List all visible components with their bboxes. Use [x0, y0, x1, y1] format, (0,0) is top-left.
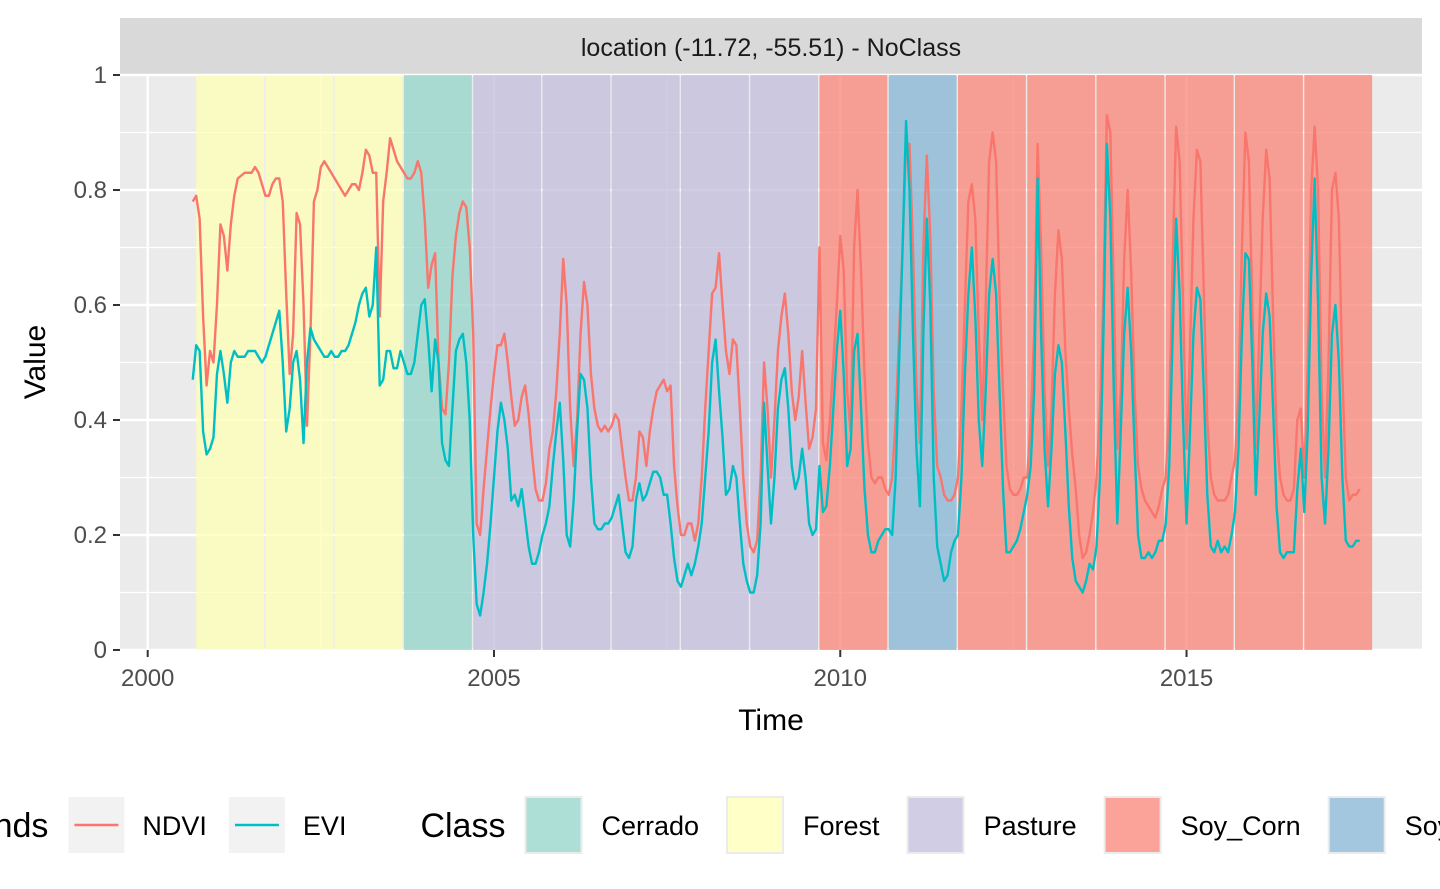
x-tick-label: 2000 [121, 665, 174, 692]
series-lines [191, 114, 1361, 617]
x-tick-label: 2015 [1160, 665, 1213, 692]
legend-label: Forest [803, 811, 880, 841]
legend-label: EVI [303, 811, 347, 841]
x-axis: 2000 2005 2010 2015 [121, 650, 1213, 692]
legend-label: Pasture [984, 811, 1077, 841]
y-tick-label: 0.2 [74, 522, 107, 549]
y-tick-label: 0.4 [74, 407, 107, 434]
y-tick-label: 1 [94, 62, 107, 89]
facet-strip-background [120, 18, 1422, 75]
series-line-ndvi [191, 114, 1361, 560]
y-tick-label: 0.8 [74, 177, 107, 204]
y-tick-label: 0.6 [74, 292, 107, 319]
x-axis-title: Time [738, 704, 804, 737]
legend-key [1103, 796, 1162, 854]
class-period-pasture [750, 75, 819, 650]
legend-title: Class [420, 807, 505, 845]
y-axis-title: Value [19, 325, 52, 400]
legend-key [906, 796, 965, 854]
series-line-evi [191, 119, 1360, 617]
legend-title: Bands [0, 807, 48, 845]
class-period-pasture [542, 75, 611, 650]
class-period-pasture [680, 75, 749, 650]
legend-key [1327, 796, 1386, 854]
legend-key [726, 796, 785, 854]
class-period-forest [265, 75, 334, 650]
legend-label: NDVI [142, 811, 207, 841]
y-tick-label: 0 [94, 637, 107, 664]
legend-label: Cerrado [601, 811, 699, 841]
legend-label: Soy_Corn [1181, 811, 1301, 841]
facet-strip: location (-11.72, -55.51) - NoClass [120, 18, 1422, 75]
x-tick-label: 2010 [814, 665, 867, 692]
class-period-soy-corn [957, 75, 1026, 650]
y-axis: 0 0.2 0.4 0.6 0.8 1 [74, 62, 120, 664]
x-tick-label: 2005 [467, 665, 520, 692]
class-period-pasture [611, 75, 680, 650]
legend-label: Soy_Cotton [1405, 811, 1440, 841]
legend-key [524, 796, 583, 854]
facet-strip-label: location (-11.72, -55.51) - NoClass [581, 34, 961, 62]
legend: Bands NDVI EVI Class Cerrado Forest Pasture Soy… [0, 796, 1440, 854]
